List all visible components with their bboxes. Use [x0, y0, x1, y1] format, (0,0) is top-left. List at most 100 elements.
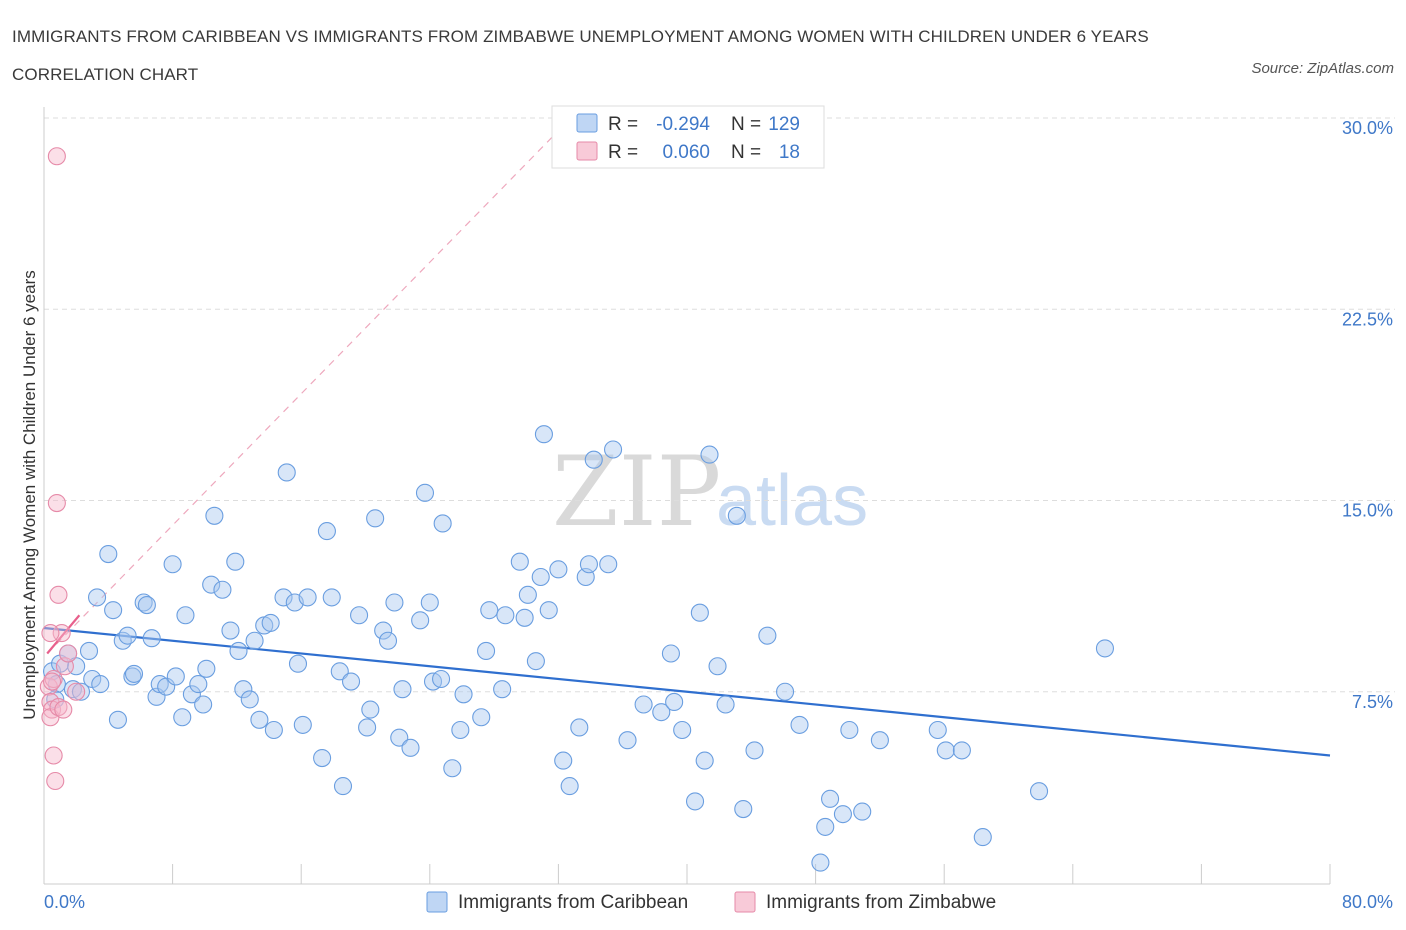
caribbean-point: [194, 695, 213, 714]
caribbean-point: [390, 728, 409, 747]
caribbean-stat-swatch: [576, 113, 598, 133]
caribbean-point: [758, 626, 777, 645]
caribbean-point: [202, 575, 221, 594]
caribbean-point: [716, 695, 735, 714]
zimbabwe-point: [42, 672, 62, 691]
legend-zimbabwe-swatch: [734, 891, 756, 913]
caribbean-point: [433, 514, 452, 533]
caribbean-point: [374, 621, 393, 640]
caribbean-point: [534, 425, 553, 444]
caribbean-point: [952, 741, 971, 760]
y-axis-label: Unemployment Among Women with Children U…: [20, 270, 39, 719]
caribbean-point: [685, 792, 705, 811]
x-tick-label-min: 0.0%: [44, 892, 85, 912]
caribbean-point: [661, 644, 680, 663]
zimbabwe-extended-trendline: [46, 130, 559, 654]
caribbean-point: [700, 445, 719, 464]
caribbean-point: [420, 593, 439, 612]
caribbean-n-value: 129: [768, 114, 800, 135]
caribbean-point: [840, 720, 859, 740]
caribbean-point: [234, 680, 253, 699]
caribbean-point: [579, 555, 598, 574]
caribbean-point: [361, 700, 380, 719]
caribbean-trendline: [43, 626, 1331, 757]
caribbean-point: [690, 603, 709, 622]
caribbean-r-value: -0.294: [656, 114, 710, 135]
caribbean-point: [108, 710, 127, 729]
caribbean-point: [317, 522, 336, 541]
series-legend: Immigrants from Caribbean Immigrants fro…: [426, 891, 996, 913]
y-tick-label: 15.0%: [1342, 501, 1393, 521]
caribbean-point: [604, 440, 623, 459]
caribbean-point: [245, 631, 264, 650]
caribbean-point: [293, 715, 312, 734]
legend-caribbean-label: Immigrants from Caribbean: [458, 892, 688, 913]
caribbean-point: [358, 718, 377, 737]
zimbabwe-r-label: R =: [608, 142, 638, 163]
caribbean-point: [451, 720, 470, 740]
caribbean-point: [599, 555, 618, 574]
caribbean-point: [665, 692, 684, 712]
caribbean-point: [221, 621, 240, 640]
caribbean-point: [350, 606, 369, 625]
legend-caribbean-swatch: [426, 891, 448, 913]
caribbean-point: [322, 588, 341, 607]
caribbean-point: [480, 601, 499, 620]
caribbean-point: [518, 585, 537, 604]
caribbean-point: [734, 799, 753, 819]
caribbean-point: [378, 631, 398, 650]
caribbean-point: [99, 544, 118, 564]
caribbean-point: [515, 608, 534, 627]
caribbean-point: [790, 715, 809, 734]
y-tick-label: 30.0%: [1342, 118, 1393, 138]
y-tick-label: 7.5%: [1352, 692, 1393, 712]
caribbean-point: [205, 506, 224, 525]
caribbean-point: [229, 641, 248, 661]
caribbean-point: [727, 506, 746, 525]
caribbean-point: [526, 652, 545, 671]
caribbean-point: [833, 805, 852, 824]
caribbean-point: [313, 748, 332, 768]
caribbean-point: [366, 509, 385, 528]
caribbean-point: [472, 708, 491, 727]
caribbean-point: [554, 751, 573, 770]
caribbean-point: [189, 675, 208, 694]
caribbean-point: [385, 593, 404, 612]
caribbean-point: [510, 552, 529, 571]
grid-layer: [44, 117, 1395, 693]
caribbean-point: [584, 450, 603, 469]
caribbean-point: [87, 588, 107, 607]
caribbean-point: [811, 853, 830, 872]
caribbean-point: [531, 567, 550, 587]
zimbabwe-point: [49, 697, 68, 717]
zimbabwe-point: [54, 700, 73, 719]
caribbean-point: [137, 595, 156, 615]
caribbean-point: [104, 601, 123, 620]
watermark-zip: ZIP: [552, 436, 721, 548]
caribbean-point: [176, 606, 195, 625]
caribbean-n-label: N =: [731, 114, 761, 135]
caribbean-point: [570, 718, 589, 737]
points-layer: [39, 147, 1114, 872]
stats-legend: R = -0.294 N = 129 R = 0.060 N = 18: [551, 105, 825, 169]
trend-layer: [43, 130, 1331, 757]
caribbean-point: [415, 483, 435, 502]
caribbean-point: [853, 802, 872, 821]
zimbabwe-point: [44, 746, 63, 765]
caribbean-point: [113, 631, 132, 650]
caribbean-point: [454, 685, 473, 704]
caribbean-point: [330, 662, 349, 681]
caribbean-point: [182, 685, 201, 704]
caribbean-point: [298, 588, 317, 607]
caribbean-point: [549, 560, 568, 579]
zimbabwe-trendline: [46, 614, 81, 655]
caribbean-point: [745, 741, 764, 760]
caribbean-point: [250, 710, 269, 729]
caribbean-point: [443, 759, 462, 778]
caribbean-point: [274, 588, 293, 607]
caribbean-point: [401, 738, 420, 757]
caribbean-point: [973, 828, 992, 847]
caribbean-point: [695, 751, 714, 770]
caribbean-point: [79, 641, 99, 661]
caribbean-point: [816, 817, 835, 836]
